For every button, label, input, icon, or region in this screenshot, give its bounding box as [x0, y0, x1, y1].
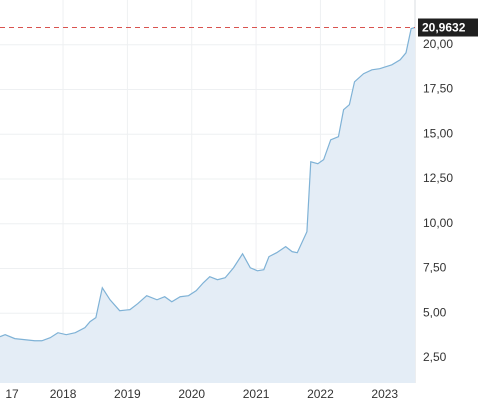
x-tick-label: 2022: [307, 387, 334, 401]
y-tick-label: 10,00: [423, 216, 453, 230]
y-tick-label: 17,50: [423, 82, 453, 96]
price-label: 20,9632: [422, 21, 466, 35]
y-tick-label: 5,00: [423, 305, 447, 319]
line: [0, 26, 416, 342]
y-tick-label: 15,00: [423, 126, 453, 140]
x-tick-label: 2023: [371, 387, 398, 401]
x-tick-label: 2021: [243, 387, 270, 401]
y-tick-label: 12,50: [423, 171, 453, 185]
x-tick-label: 2020: [178, 387, 205, 401]
x-tick-label: 17: [5, 387, 19, 401]
x-tick-label: 2018: [50, 387, 77, 401]
y-tick-label: 7,50: [423, 261, 447, 275]
y-tick-label: 2,50: [423, 350, 447, 364]
y-tick-label: 20,00: [423, 37, 453, 51]
area: [0, 27, 415, 383]
price-label-box: [418, 18, 478, 37]
x-tick-label: 2019: [114, 387, 141, 401]
